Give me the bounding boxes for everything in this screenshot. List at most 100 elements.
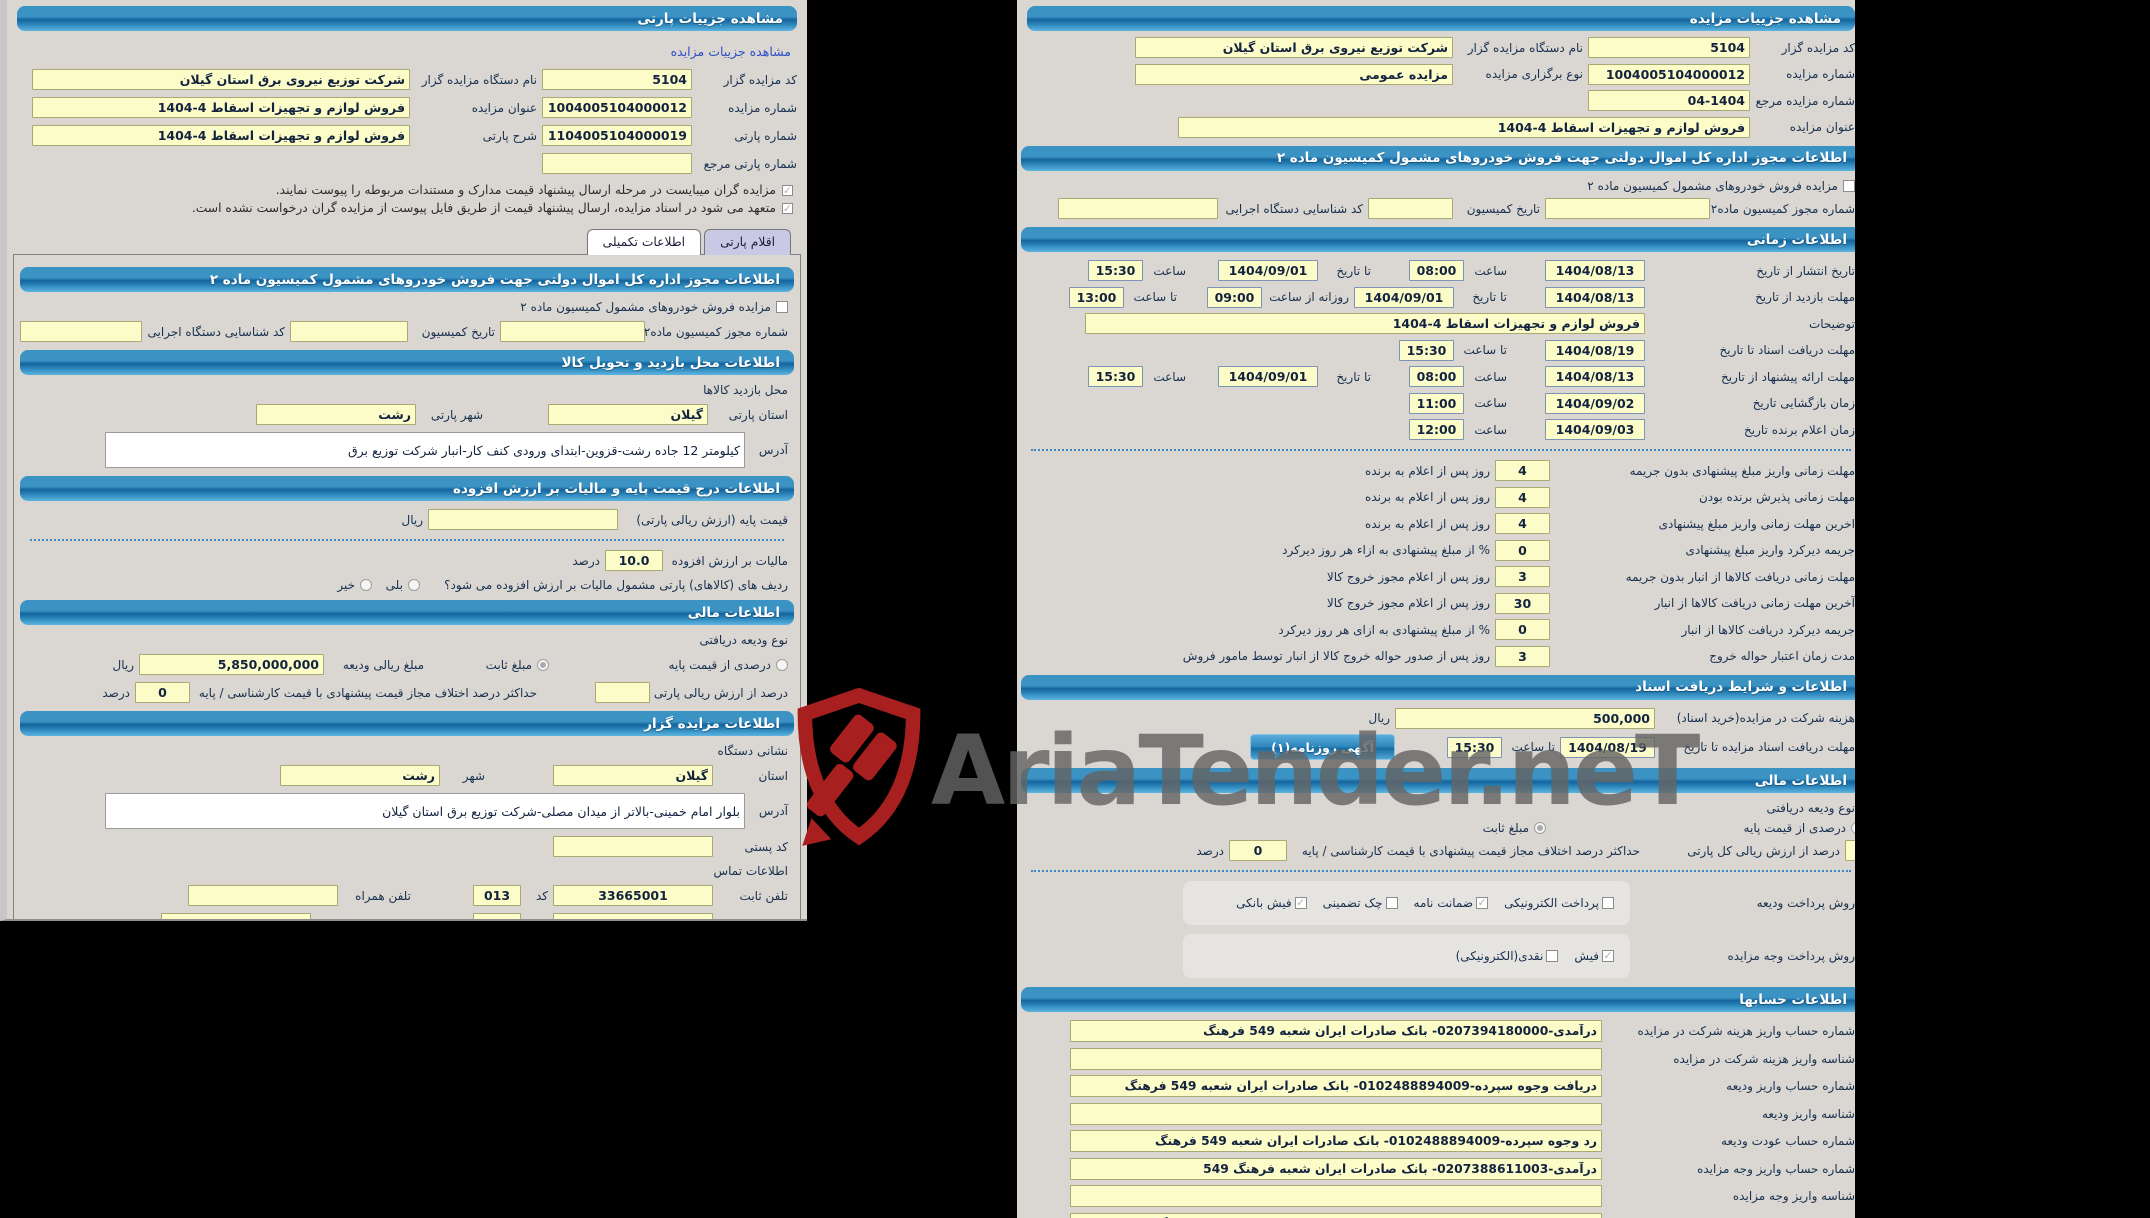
auction-title-input[interactable]: [32, 97, 410, 118]
accept-win-deadline-input[interactable]: [1495, 486, 1550, 508]
note-checkbox[interactable]: [782, 185, 793, 196]
commission-permit-number-input[interactable]: [1545, 198, 1710, 219]
winner-announce-time-input[interactable]: [1409, 419, 1464, 440]
publish-from-date-input[interactable]: [1545, 260, 1645, 281]
publish-to-date-input[interactable]: [1218, 260, 1318, 281]
note-checkbox[interactable]: [782, 203, 793, 214]
deposit-percent-radio[interactable]: [776, 658, 788, 671]
deposit-percent-value-input[interactable]: [595, 682, 650, 703]
auction-pay-id-input[interactable]: [1070, 1185, 1602, 1207]
province-input[interactable]: [553, 765, 713, 786]
opening-time-input[interactable]: [1409, 392, 1464, 414]
visit-from-date-input[interactable]: [1545, 286, 1645, 308]
party-number-input[interactable]: [542, 125, 692, 146]
party-province-input[interactable]: [548, 404, 708, 425]
phone-input[interactable]: [553, 885, 713, 906]
commission-date-input[interactable]: [290, 321, 408, 342]
bid-from-time-input[interactable]: [1409, 366, 1464, 387]
article2-commission-checkbox[interactable]: [776, 301, 788, 313]
deposit-return-account-input[interactable]: [1070, 1130, 1602, 1152]
fax-code-input[interactable]: [473, 913, 521, 919]
deposit-bankslip-checkbox[interactable]: [1294, 897, 1307, 909]
party-ref-input[interactable]: [542, 153, 692, 174]
payment-cash-electronic-checkbox[interactable]: [1546, 950, 1559, 962]
publish-from-time-input[interactable]: [1409, 260, 1464, 281]
vat-no-radio[interactable]: [360, 579, 372, 591]
city-input[interactable]: [280, 765, 440, 786]
email-input[interactable]: [161, 913, 311, 919]
fee-deposit-id-input[interactable]: [1070, 1047, 1602, 1070]
newspaper-ad-button[interactable]: آگهی روزنامه(۱): [1250, 734, 1395, 760]
agency-id-input[interactable]: [20, 321, 142, 342]
auction-ref-number-input[interactable]: [1588, 90, 1750, 111]
exit-voucher-validity-input[interactable]: [1495, 645, 1550, 667]
deposit-guarantee-checkbox[interactable]: [1476, 897, 1489, 909]
docs-deadline-time-input[interactable]: [1399, 339, 1454, 361]
agency-id-input[interactable]: [1058, 198, 1218, 219]
description-input[interactable]: [1085, 313, 1645, 334]
deposit-account-input[interactable]: [1070, 1075, 1602, 1097]
phone-code-input[interactable]: [473, 885, 521, 906]
tab-supplementary-info[interactable]: اطلاعات تکمیلی: [586, 229, 702, 255]
auctioneer-code-input[interactable]: [1588, 37, 1750, 58]
commission-permit-number-input[interactable]: [500, 321, 645, 342]
docs-receive-deadline-time-input[interactable]: [1447, 736, 1502, 758]
bid-to-time-input[interactable]: [1088, 366, 1143, 387]
bid-from-date-input[interactable]: [1545, 366, 1645, 387]
fee-deposit-account-input[interactable]: [1070, 1020, 1602, 1042]
auction-pay-account-input[interactable]: [1070, 1157, 1602, 1180]
auction-details-link[interactable]: مشاهده جزییات مزایده: [670, 44, 791, 59]
auction-number-input[interactable]: [542, 97, 692, 118]
publish-to-time-input[interactable]: [1088, 260, 1143, 281]
auction-number-input[interactable]: [1588, 63, 1750, 85]
deposit-id-input[interactable]: [1070, 1102, 1602, 1125]
auctioneer-name-label: نام دستگاه مزایده گزار: [1467, 40, 1583, 55]
pay-nofine-deadline-input[interactable]: [1495, 460, 1550, 481]
party-city-input[interactable]: [256, 404, 416, 425]
max-diff-percent-input[interactable]: [135, 682, 190, 703]
visit-to-time-input[interactable]: [1069, 286, 1124, 308]
docs-deadline-date-input[interactable]: [1545, 339, 1645, 361]
auctioneer-code-input[interactable]: [542, 69, 692, 90]
participation-fee-input[interactable]: [1395, 707, 1655, 729]
article2-commission-checkbox[interactable]: [1843, 179, 1855, 192]
form-row: قیمت پایه (ارزش ریالی پارتی) ریال: [16, 509, 798, 530]
deposit-cheque-checkbox[interactable]: [1385, 897, 1398, 909]
deposit-fixed-radio[interactable]: [1534, 821, 1546, 834]
deposit-amount-input[interactable]: [139, 654, 324, 675]
fax-input[interactable]: [553, 913, 713, 919]
vat-input[interactable]: [605, 550, 663, 571]
last-pickup-deadline-input[interactable]: [1495, 592, 1550, 614]
pickup-late-fine-input[interactable]: [1495, 619, 1550, 640]
vat-yes-radio[interactable]: [408, 579, 420, 591]
winner-announce-date-input[interactable]: [1545, 419, 1645, 440]
address-input[interactable]: [105, 793, 745, 829]
deposit-percent-radio[interactable]: [1851, 821, 1855, 834]
visit-address-input[interactable]: [105, 432, 745, 468]
visit-from-time-input[interactable]: [1207, 286, 1262, 308]
auctioneer-name-input[interactable]: [1135, 37, 1453, 58]
max-diff-percent-input[interactable]: [1229, 840, 1287, 861]
payment-slip-checkbox[interactable]: [1602, 950, 1614, 962]
bid-to-date-input[interactable]: [1218, 366, 1318, 387]
auction-type-input[interactable]: [1135, 63, 1453, 85]
mobile-input[interactable]: [188, 885, 338, 906]
visit-to-date-input[interactable]: [1354, 286, 1454, 308]
form-row: عنوان مزایده: [1017, 116, 1855, 138]
deposit-percent-value-input[interactable]: [1845, 840, 1855, 861]
auction-title-input[interactable]: [1178, 116, 1750, 138]
opening-date-input[interactable]: [1545, 392, 1645, 414]
deposit-epay-checkbox[interactable]: [1602, 897, 1614, 909]
pay-late-fine-input[interactable]: [1495, 539, 1550, 561]
tab-party-items[interactable]: اقلام پارتی: [704, 229, 791, 255]
commission-date-input[interactable]: [1368, 198, 1453, 219]
docs-receive-deadline-date-input[interactable]: [1560, 736, 1655, 758]
pickup-nofine-deadline-input[interactable]: [1495, 566, 1550, 587]
last-pay-deadline-input[interactable]: [1495, 513, 1550, 534]
party-desc-input[interactable]: [32, 125, 410, 146]
auction-return-account-input[interactable]: [1070, 1212, 1602, 1218]
postal-code-input[interactable]: [553, 836, 713, 857]
auctioneer-name-input[interactable]: [32, 69, 410, 90]
deposit-fixed-radio[interactable]: [537, 658, 549, 671]
base-price-input[interactable]: [428, 509, 618, 530]
